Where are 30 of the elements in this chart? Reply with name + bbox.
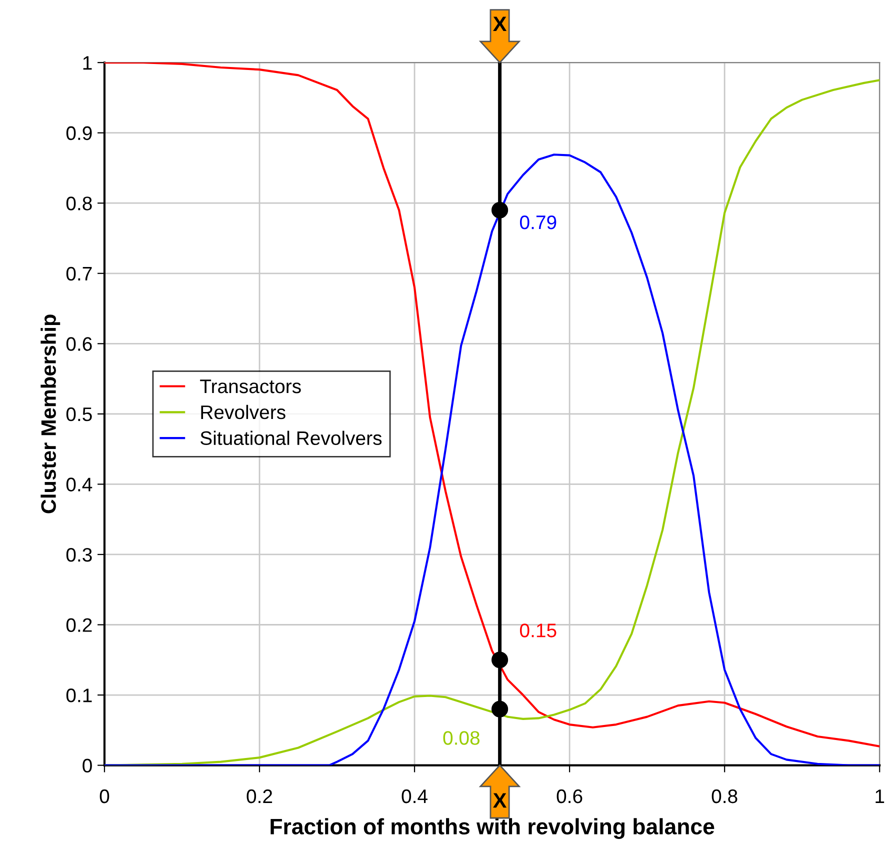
y-tick-label: 0.3 bbox=[66, 548, 92, 562]
text: X bbox=[493, 16, 507, 32]
x-tick-label: 0 bbox=[100, 789, 110, 804]
x-axis-title: Fraction of months with revolving balance bbox=[270, 818, 714, 839]
point bbox=[491, 652, 508, 668]
y-tick-label: 0.8 bbox=[66, 196, 92, 210]
y-tick-label: 0.1 bbox=[66, 688, 92, 702]
y-tick-label: 0.5 bbox=[66, 407, 92, 422]
legend-label: Revolvers bbox=[201, 404, 286, 420]
x-tick-label: 1 bbox=[876, 790, 884, 804]
data-label: 0.08 bbox=[443, 731, 480, 745]
y-tick-label: 0.2 bbox=[66, 618, 92, 632]
point bbox=[491, 700, 508, 718]
y-tick-label: 0.4 bbox=[66, 478, 92, 492]
point bbox=[491, 202, 508, 218]
y-tick-label: 0.7 bbox=[66, 266, 92, 281]
x-tick-label: 0.4 bbox=[402, 789, 428, 804]
x-tick-label: 0.8 bbox=[712, 789, 738, 804]
legend-label: Transactors bbox=[200, 380, 301, 394]
data-label: 0.15 bbox=[520, 624, 556, 638]
x-tick-label: 0.6 bbox=[556, 789, 582, 804]
y-tick-label: 0.6 bbox=[66, 337, 92, 351]
ref-line-label: X bbox=[493, 793, 507, 808]
y-tick-label: 0.9 bbox=[66, 126, 92, 140]
y-axis-title: Cluster Membership bbox=[40, 314, 60, 514]
y-tick-label: 1 bbox=[83, 56, 92, 70]
y-tick-label: 0 bbox=[82, 758, 92, 773]
legend-label: Situational Revolvers bbox=[200, 430, 382, 446]
data-label: 0.79 bbox=[520, 215, 556, 230]
x-tick-label: 0.2 bbox=[246, 789, 272, 804]
